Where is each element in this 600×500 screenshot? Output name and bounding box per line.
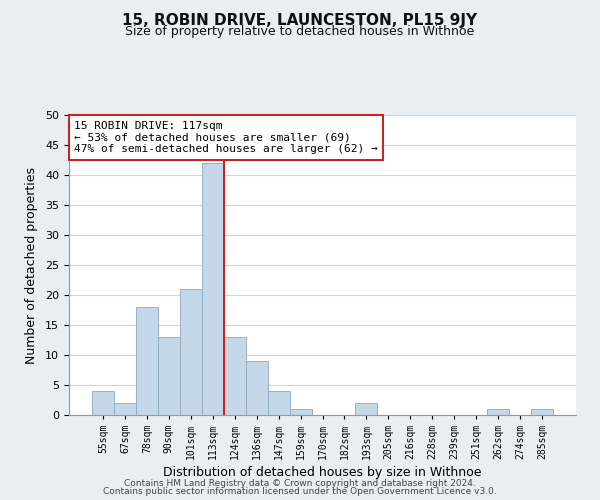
- Bar: [136, 307, 158, 415]
- Bar: [245, 361, 268, 415]
- Bar: [158, 337, 180, 415]
- X-axis label: Distribution of detached houses by size in Withnoe: Distribution of detached houses by size …: [163, 466, 482, 479]
- Bar: [202, 163, 224, 415]
- Bar: [92, 391, 114, 415]
- Text: 15, ROBIN DRIVE, LAUNCESTON, PL15 9JY: 15, ROBIN DRIVE, LAUNCESTON, PL15 9JY: [122, 12, 478, 28]
- Text: Size of property relative to detached houses in Withnoe: Size of property relative to detached ho…: [125, 25, 475, 38]
- Bar: [114, 403, 136, 415]
- Bar: [268, 391, 290, 415]
- Bar: [290, 409, 311, 415]
- Bar: [180, 289, 202, 415]
- Text: Contains HM Land Registry data © Crown copyright and database right 2024.: Contains HM Land Registry data © Crown c…: [124, 478, 476, 488]
- Bar: [355, 403, 377, 415]
- Bar: [224, 337, 245, 415]
- Text: 15 ROBIN DRIVE: 117sqm
← 53% of detached houses are smaller (69)
47% of semi-det: 15 ROBIN DRIVE: 117sqm ← 53% of detached…: [74, 121, 378, 154]
- Bar: [487, 409, 509, 415]
- Text: Contains public sector information licensed under the Open Government Licence v3: Contains public sector information licen…: [103, 487, 497, 496]
- Bar: [531, 409, 553, 415]
- Y-axis label: Number of detached properties: Number of detached properties: [25, 166, 38, 364]
